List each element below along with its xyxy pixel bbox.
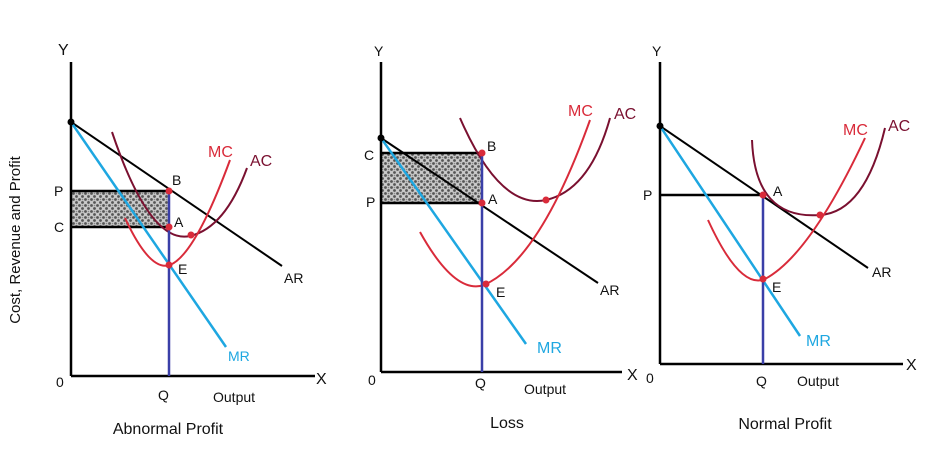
mc-curve (707, 137, 866, 282)
point-a-label: A (773, 183, 783, 199)
panel-abnormal-profit: Y X 0 P C Q Output AR MR MC AC B A E Abn… (54, 42, 327, 438)
mr-label: MR (537, 340, 562, 357)
intercept-point (377, 134, 385, 142)
profit-area (71, 191, 169, 227)
q-label: Q (158, 387, 169, 403)
output-label: Output (213, 389, 255, 405)
point-e (165, 261, 173, 269)
mc-label: MC (208, 144, 233, 161)
panel-caption: Loss (490, 415, 524, 432)
mr-line (379, 137, 528, 345)
ac-label: AC (250, 153, 272, 170)
ac-curve (111, 131, 248, 238)
ac-label: AC (888, 118, 910, 135)
mc-label: MC (843, 122, 868, 139)
origin-label: 0 (646, 370, 654, 386)
ar-label: AR (600, 282, 619, 298)
y-axis-label: Y (652, 43, 662, 59)
intercept-point (67, 118, 75, 126)
point-e (759, 275, 767, 283)
point-e-label: E (496, 284, 505, 300)
y-axis-title: Cost, Revenue and Profit (7, 155, 24, 323)
origin-label: 0 (368, 372, 376, 388)
x-axis-label: X (627, 367, 638, 384)
point-e (482, 280, 490, 288)
q-label: Q (475, 375, 486, 391)
ar-label: AR (872, 264, 891, 280)
ac-mc-intersection (816, 211, 824, 219)
point-b-label: B (487, 138, 496, 154)
panel-normal-profit: Y X 0 P Q Output AR MR MC AC A E Normal … (643, 43, 917, 433)
x-axis-label: X (906, 357, 917, 374)
point-a (478, 199, 486, 207)
price-label: P (366, 194, 375, 210)
cost-label: C (364, 147, 374, 163)
ar-line (380, 137, 599, 284)
ac-min-point (187, 231, 195, 239)
cost-label: C (54, 219, 64, 235)
y-axis-label: Y (374, 43, 384, 59)
price-label: P (54, 183, 63, 199)
mc-label: MC (568, 103, 593, 120)
origin-label: 0 (56, 374, 64, 390)
mr-label: MR (806, 333, 831, 350)
panel-loss: Y X 0 C P Q Output AR MR MC AC B A E Los… (364, 43, 638, 432)
intercept-point (656, 122, 664, 130)
point-e-label: E (178, 261, 187, 277)
y-axis-label: Y (58, 42, 69, 59)
mr-line (658, 125, 802, 337)
point-b (165, 187, 173, 195)
output-label: Output (524, 381, 566, 397)
panel-caption: Normal Profit (738, 416, 832, 433)
mr-line (69, 121, 228, 348)
mr-label: MR (228, 348, 250, 364)
price-label: P (643, 187, 652, 203)
ac-label: AC (614, 106, 636, 123)
output-label: Output (797, 373, 839, 389)
q-label: Q (756, 373, 767, 389)
point-a (165, 223, 173, 231)
point-a-label: A (488, 191, 498, 207)
ar-label: AR (284, 270, 303, 286)
point-b-label: B (172, 172, 181, 188)
x-axis-label: X (316, 371, 327, 388)
point-a-label: A (174, 214, 184, 230)
ar-line (70, 121, 283, 267)
point-b (478, 149, 486, 157)
point-e-label: E (772, 279, 781, 295)
mc-curve (419, 119, 591, 288)
panel-caption: Abnormal Profit (113, 421, 224, 438)
point-a (759, 191, 767, 199)
ac-min-point (542, 196, 550, 204)
